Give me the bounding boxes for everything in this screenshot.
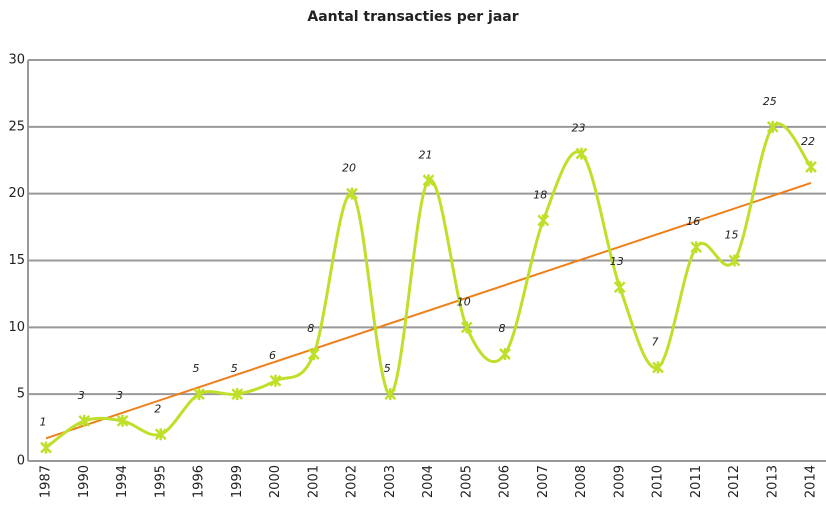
point-marker	[307, 348, 320, 361]
data-label: 6	[269, 349, 276, 362]
point-marker	[78, 414, 91, 427]
point-marker	[537, 214, 550, 227]
data-label: 15	[725, 229, 739, 242]
x-tick-label: 2003	[383, 465, 398, 498]
x-tick-label: 2006	[498, 465, 513, 498]
point-marker	[231, 388, 244, 401]
data-label: 16	[686, 215, 700, 228]
point-marker	[116, 414, 129, 427]
x-tick-label: 2004	[421, 465, 436, 498]
point-marker	[613, 281, 626, 294]
y-tick-label: 25	[8, 119, 25, 134]
data-label: 18	[533, 188, 547, 201]
y-tick-label: 0	[17, 454, 25, 469]
y-tick-label: 15	[8, 253, 25, 268]
data-label: 7	[652, 335, 659, 348]
y-tick-label: 20	[8, 186, 25, 201]
data-label: 23	[572, 122, 586, 135]
data-label: 2	[154, 402, 161, 415]
data-label: 10	[457, 295, 471, 308]
chart-title: Aantal transacties per jaar	[307, 9, 518, 25]
data-label: 3	[78, 389, 85, 402]
x-tick-label: 2000	[268, 465, 283, 498]
y-tick-label: 30	[8, 53, 25, 68]
x-tick-label: 1990	[77, 465, 92, 498]
point-marker	[575, 147, 588, 160]
data-label: 20	[342, 162, 356, 175]
data-label: 8	[307, 322, 314, 335]
x-tick-label: 2009	[612, 465, 627, 498]
x-tick-label: 2001	[306, 465, 321, 498]
data-label: 13	[610, 255, 624, 268]
x-tick-label: 2010	[651, 465, 666, 498]
point-marker	[460, 321, 473, 334]
series-line	[45, 122, 813, 449]
x-tick-label: 2007	[536, 465, 551, 498]
x-tick-label: 2002	[345, 465, 360, 498]
trendline	[45, 182, 812, 440]
point-marker	[384, 388, 397, 401]
point-marker	[40, 441, 52, 454]
data-label: 1	[40, 416, 47, 429]
x-tick-label: 1987	[39, 465, 54, 498]
point-marker	[728, 254, 741, 267]
data-label: 25	[763, 95, 777, 108]
data-label: 3	[116, 389, 123, 402]
y-tick-label: 5	[17, 387, 25, 402]
data-label: 21	[419, 148, 433, 161]
point-marker	[690, 241, 703, 254]
x-tick-label: 1996	[192, 465, 207, 498]
point-marker	[193, 388, 205, 401]
point-marker	[766, 120, 779, 133]
data-label: 5	[231, 362, 238, 375]
x-tick-label: 2014	[804, 465, 819, 498]
x-tick-label: 2013	[765, 465, 780, 498]
point-marker	[346, 187, 358, 200]
point-marker	[652, 361, 664, 374]
point-marker	[499, 348, 511, 361]
x-tick-label: 2008	[574, 465, 589, 498]
data-label: 5	[193, 362, 200, 375]
point-marker	[154, 428, 167, 441]
y-tick-label: 10	[8, 320, 25, 335]
x-tick-label: 1995	[153, 465, 168, 498]
point-marker	[269, 374, 282, 387]
x-tick-label: 2005	[459, 465, 474, 498]
data-label: 8	[499, 322, 506, 335]
point-marker	[422, 174, 435, 187]
x-tick-label: 1999	[230, 465, 245, 498]
x-tick-label: 1994	[115, 465, 130, 498]
data-label: 22	[801, 135, 815, 148]
point-marker	[805, 160, 817, 173]
x-tick-label: 2012	[727, 465, 742, 498]
x-tick-label: 2011	[689, 465, 704, 498]
data-label: 5	[384, 362, 391, 375]
